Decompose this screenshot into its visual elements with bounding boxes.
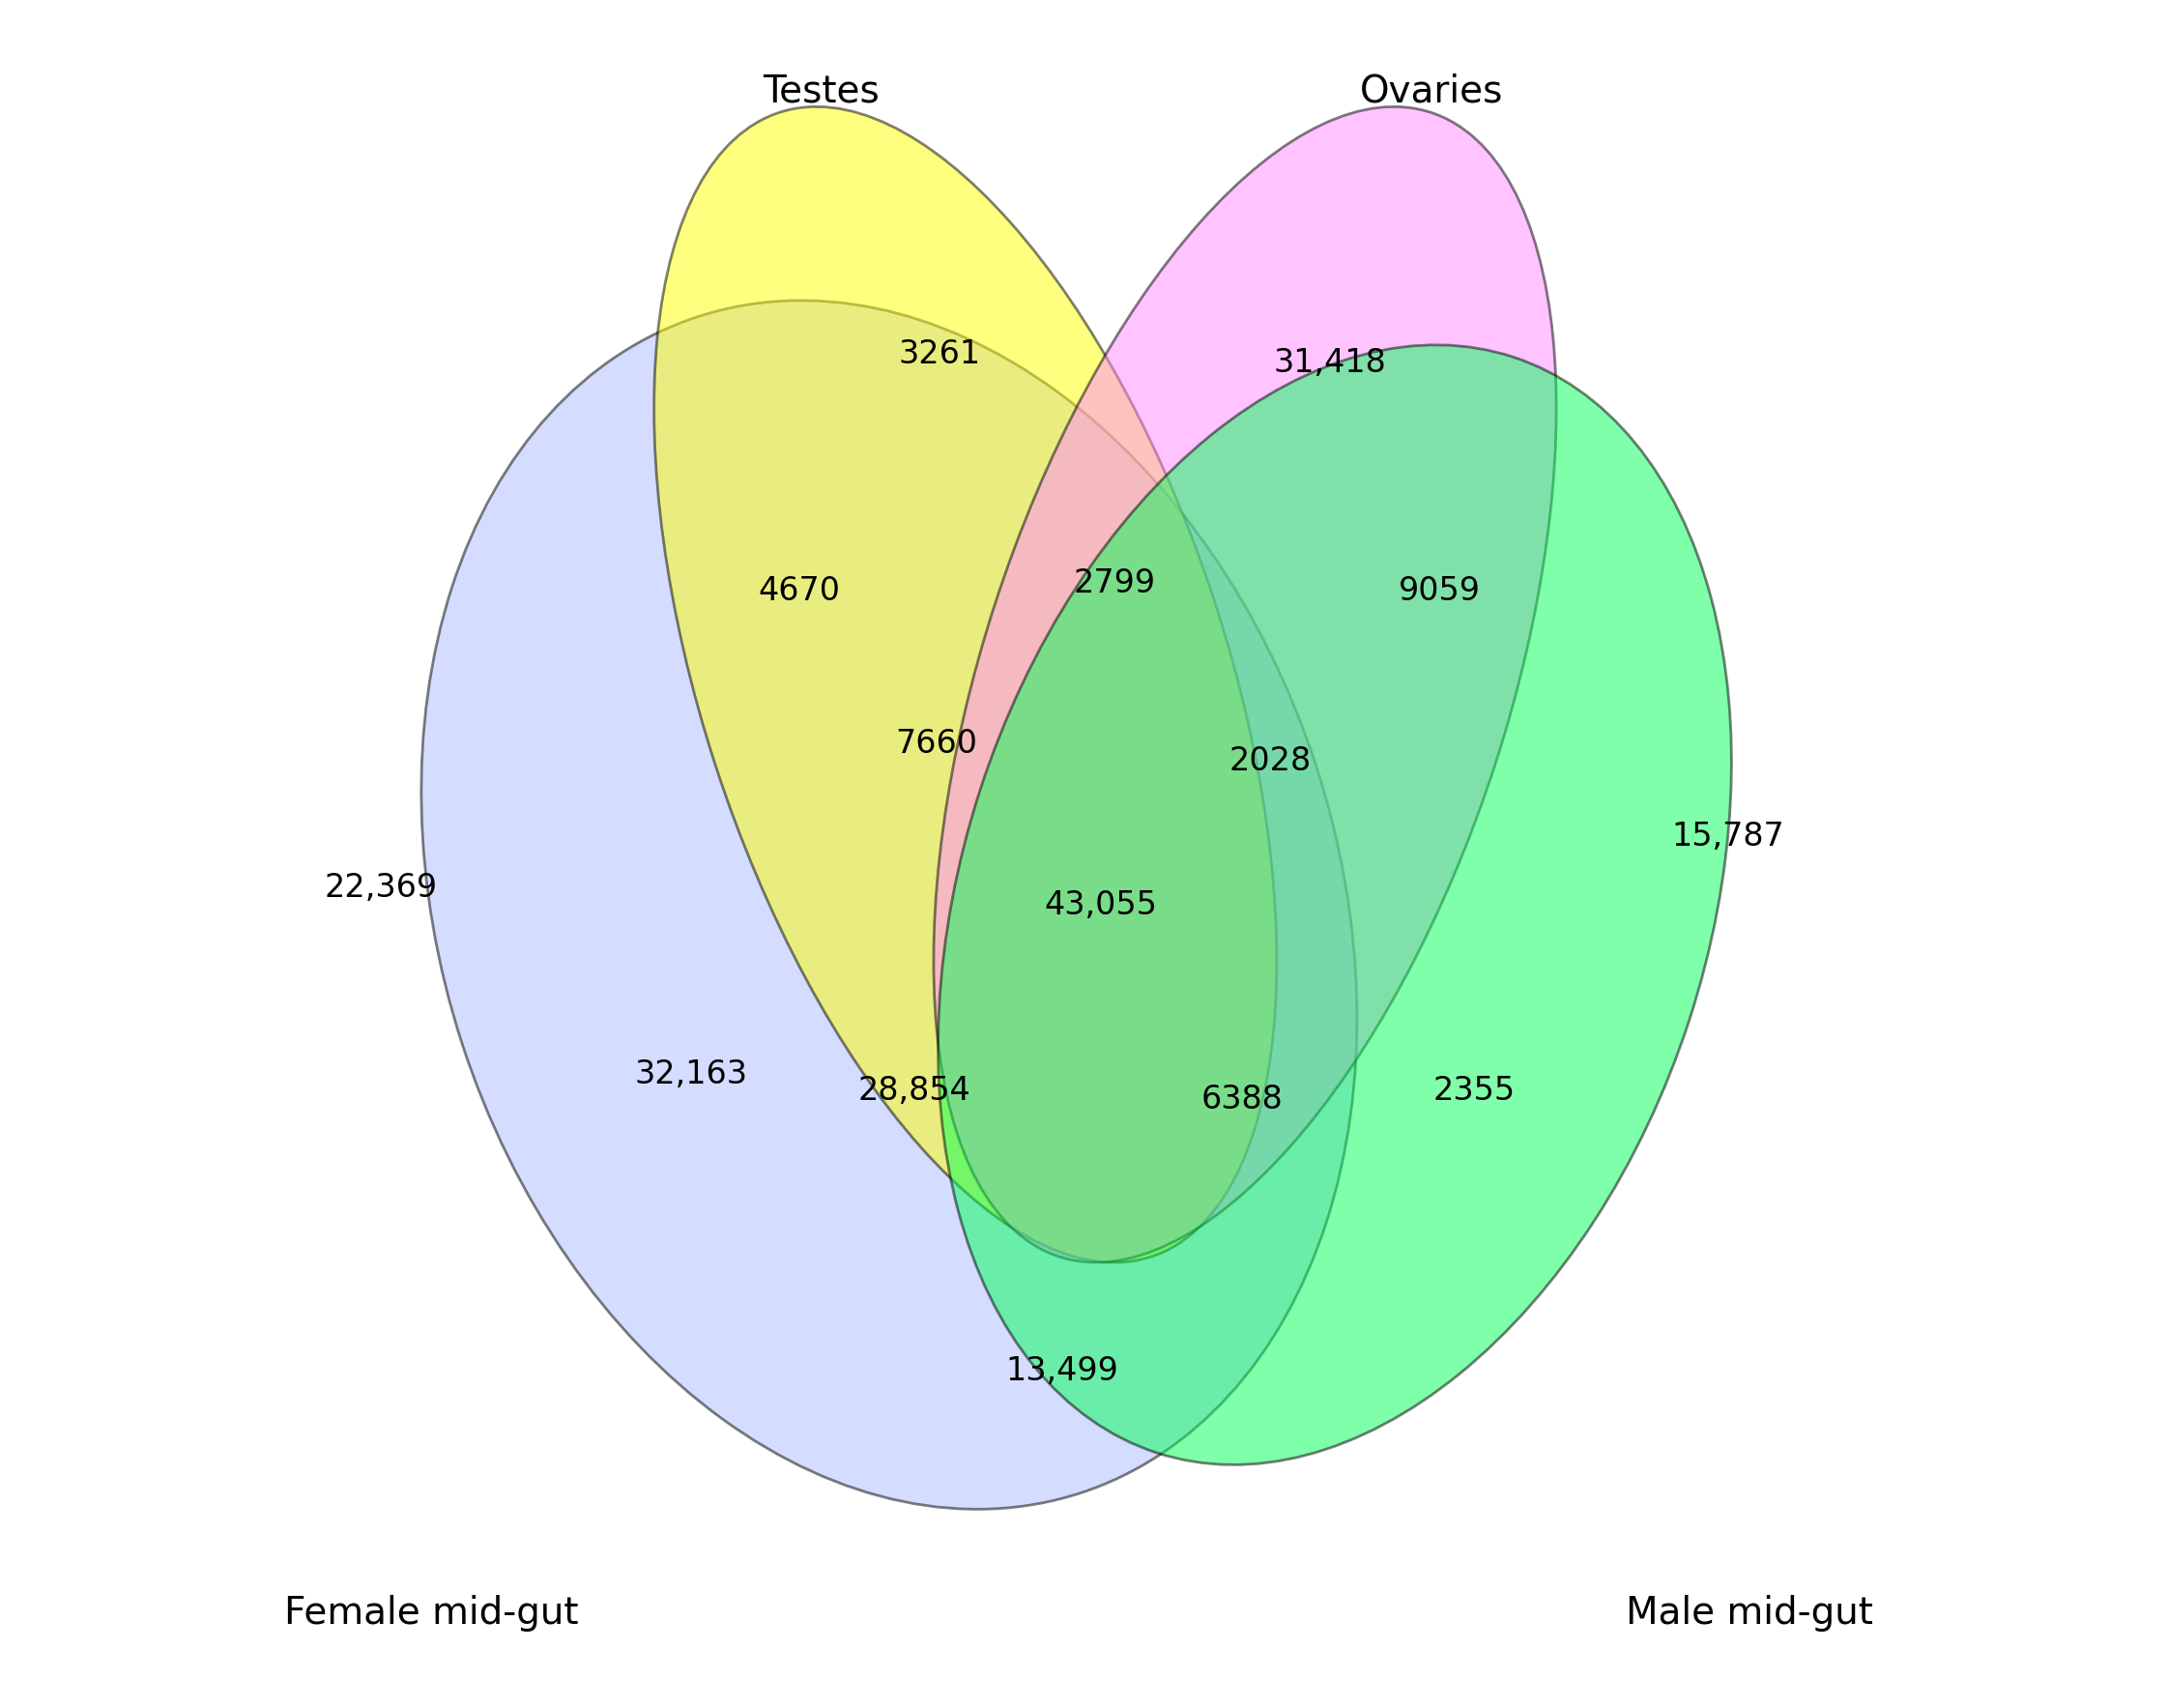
Text: Ovaries: Ovaries xyxy=(1359,73,1502,109)
Text: 13,499: 13,499 xyxy=(1006,1354,1119,1387)
Text: 4670: 4670 xyxy=(759,576,841,608)
Text: 9059: 9059 xyxy=(1398,576,1481,608)
Text: 31,418: 31,418 xyxy=(1273,347,1385,379)
Text: 2799: 2799 xyxy=(1073,567,1156,600)
Ellipse shape xyxy=(421,301,1357,1510)
Ellipse shape xyxy=(655,106,1277,1262)
Text: 43,055: 43,055 xyxy=(1045,888,1158,921)
Text: 3261: 3261 xyxy=(900,338,982,371)
Text: 15,787: 15,787 xyxy=(1672,822,1784,852)
Text: 28,854: 28,854 xyxy=(859,1076,971,1107)
Text: Female mid-gut: Female mid-gut xyxy=(284,1595,579,1631)
Ellipse shape xyxy=(934,106,1557,1262)
Text: 2355: 2355 xyxy=(1433,1076,1515,1107)
Text: Male mid-gut: Male mid-gut xyxy=(1626,1595,1873,1631)
Text: 7660: 7660 xyxy=(895,728,978,760)
Text: 22,369: 22,369 xyxy=(325,873,438,904)
Text: Testes: Testes xyxy=(763,73,880,109)
Text: 32,163: 32,163 xyxy=(635,1059,748,1090)
Text: 2028: 2028 xyxy=(1229,745,1312,777)
Text: 6388: 6388 xyxy=(1201,1085,1283,1115)
Ellipse shape xyxy=(939,345,1732,1465)
